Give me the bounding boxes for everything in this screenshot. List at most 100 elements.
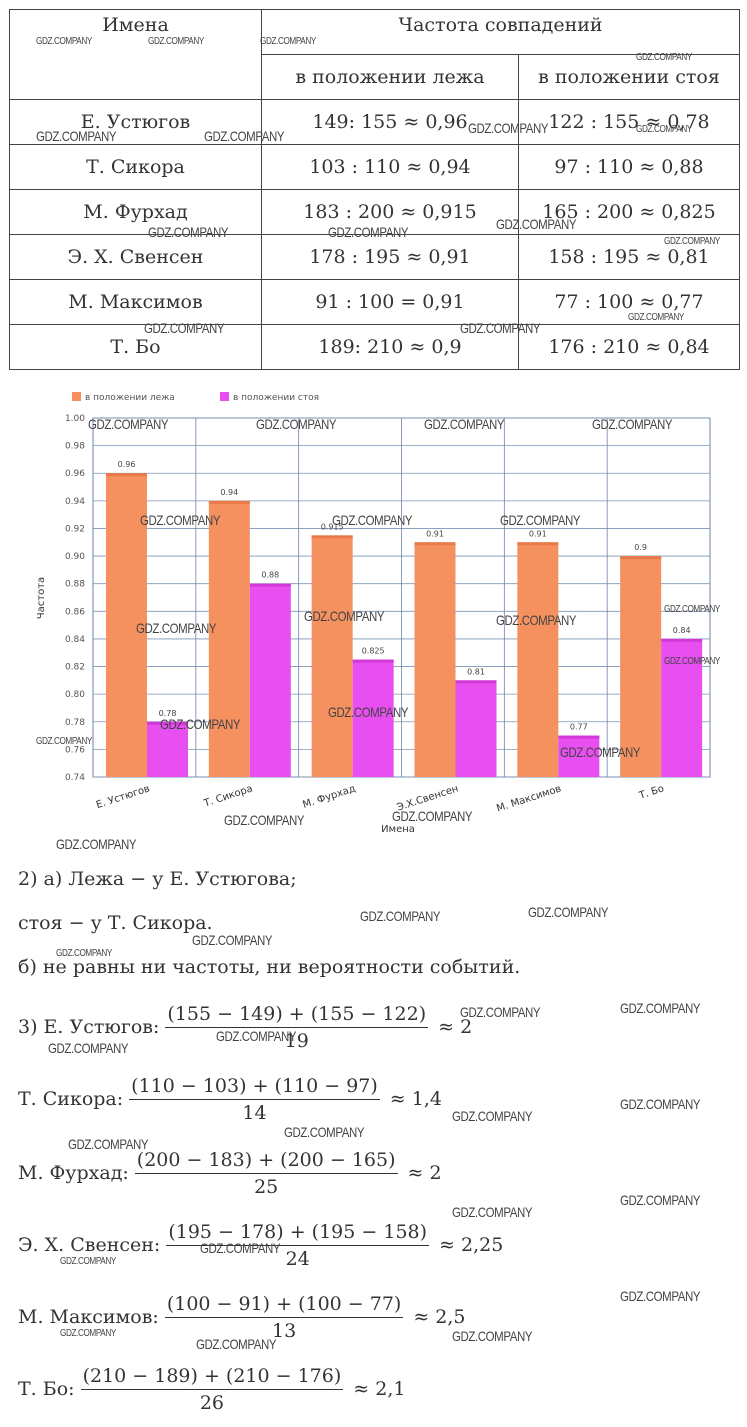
data-label: 0.825 — [362, 647, 385, 656]
y-tick-label: 0.76 — [65, 745, 85, 755]
result: ≈ 1,4 — [389, 1088, 442, 1110]
chart-svg: 0.74 0.76 0.78 0.80 0.82 0.84 0.86 0.88 0.90 0.92… — [36, 392, 711, 835]
y-tick-label: 0.88 — [65, 580, 85, 590]
y-tick-label: 0.94 — [65, 497, 85, 507]
y-tick-label: 0.96 — [65, 469, 85, 479]
cell-lying: 103 : 110 ≈ 0,94 — [261, 144, 519, 190]
result: ≈ 2,1 — [353, 1378, 406, 1400]
data-label: 0.84 — [673, 626, 691, 635]
denominator: 24 — [285, 1247, 310, 1270]
answer-3-item: Э. Х. Свенсен: (195 − 178) + (195 − 158)… — [18, 1214, 503, 1276]
result: ≈ 2 — [407, 1162, 442, 1184]
data-label: 0.915 — [321, 522, 344, 531]
watermark-text: GDZ.COMPANY — [452, 1108, 533, 1124]
item-prefix: М. Максимов: — [18, 1306, 159, 1328]
fraction: (155 − 149) + (155 − 122) 19 — [165, 1003, 429, 1052]
x-axis-title: Имена — [381, 824, 415, 835]
cell-standing: 97 : 110 ≈ 0,88 — [518, 144, 740, 190]
denominator: 19 — [284, 1029, 309, 1052]
table-row: М. Максимов 91 : 100 = 0,91 77 : 100 ≈ 0… — [9, 279, 740, 325]
bar-cap — [147, 721, 188, 725]
item-prefix: Т. Сикора: — [18, 1088, 124, 1110]
legend-swatch — [220, 392, 229, 401]
bar — [620, 556, 662, 777]
denominator: 25 — [254, 1175, 279, 1198]
header-lying: в положении лежа — [261, 54, 519, 100]
denominator: 14 — [242, 1101, 267, 1124]
cell-name: Т. Сикора — [9, 144, 262, 190]
result: ≈ 2 — [438, 1016, 473, 1038]
numerator: (200 − 183) + (200 − 165) — [134, 1149, 398, 1174]
bar — [414, 542, 456, 777]
result: ≈ 2,5 — [413, 1306, 466, 1328]
watermark-text: GDZ.COMPANY — [620, 1192, 701, 1208]
watermark-text: GDZ.COMPANY — [620, 1000, 701, 1016]
bar-chart: 0.74 0.76 0.78 0.80 0.82 0.84 0.86 0.88 0.90 0.92… — [10, 380, 740, 840]
bar — [311, 535, 353, 777]
y-tick-label: 0.90 — [65, 552, 85, 562]
bar-cap — [455, 680, 497, 684]
numerator: (110 − 103) + (110 − 97) — [129, 1075, 380, 1100]
x-tick-label: М. Фурхад — [301, 783, 357, 810]
cell-standing: 165 : 200 ≈ 0,825 — [518, 189, 740, 235]
bar — [455, 680, 497, 777]
fraction: (195 − 178) + (195 − 158) 24 — [166, 1221, 430, 1270]
y-axis-title: Частота — [36, 577, 47, 619]
item-prefix: М. Фурхад: — [18, 1162, 129, 1184]
x-tick-label: Е. Устюгов — [95, 783, 152, 811]
answer-2a-line1: 2) а) Лежа − у Е. Устюгова; — [18, 868, 297, 890]
watermark-text: GDZ.COMPANY — [192, 932, 273, 948]
y-tick-label: 0.86 — [65, 607, 85, 617]
y-tick-label: 0.92 — [65, 524, 85, 534]
cell-lying: 178 : 195 ≈ 0,91 — [261, 234, 519, 280]
table-row: Т. Бо 189: 210 ≈ 0,9 176 : 210 ≈ 0,84 — [9, 324, 740, 370]
y-tick-label: 0.78 — [65, 718, 85, 728]
bar-cap — [620, 556, 662, 560]
data-label: 0.78 — [159, 709, 177, 718]
y-tick-label: 0.80 — [65, 690, 85, 700]
data-label: 0.77 — [570, 723, 588, 732]
bar-cap — [249, 583, 291, 587]
cell-standing: 77 : 100 ≈ 0,77 — [518, 279, 740, 325]
data-label: 0.88 — [261, 571, 279, 580]
bar — [352, 659, 394, 777]
numerator: (100 − 91) + (100 − 77) — [164, 1293, 404, 1318]
table-row: М. Фурхад 183 : 200 ≈ 0,915 165 : 200 ≈ … — [9, 189, 740, 235]
x-tick-label: Э.Х.Свенсен — [396, 783, 460, 813]
x-tick-label: М. Максимов — [495, 783, 563, 814]
header-frequency: Частота совпадений — [261, 9, 740, 55]
cell-standing: 176 : 210 ≈ 0,84 — [518, 324, 740, 370]
watermark-text: GDZ.COMPANY — [528, 904, 609, 920]
bar — [558, 735, 600, 777]
item-prefix: Т. Бо: — [18, 1378, 75, 1400]
denominator: 26 — [199, 1391, 225, 1414]
data-label: 0.81 — [467, 667, 485, 676]
frequency-table: Имена Частота совпадений в положении леж… — [9, 9, 740, 370]
x-tick-label: Т. Сикора — [202, 783, 254, 809]
bar-cap — [558, 735, 600, 739]
item-prefix: 3) Е. Устюгов: — [18, 1016, 160, 1038]
cell-standing: 122 : 155 ≈ 0,78 — [518, 99, 740, 145]
data-label: 0.94 — [220, 488, 238, 497]
table-row: Т. Сикора 103 : 110 ≈ 0,94 97 : 110 ≈ 0,… — [9, 144, 740, 190]
bar-cap — [311, 535, 353, 539]
bar-cap — [661, 638, 703, 642]
data-label: 0.91 — [426, 529, 444, 538]
cell-name: Э. Х. Свенсен — [9, 234, 262, 280]
cell-standing: 158 : 195 ≈ 0,81 — [518, 234, 740, 280]
answer-3-item: М. Фурхад: (200 − 183) + (200 − 165) 25 … — [18, 1142, 442, 1204]
numerator: (155 − 149) + (155 − 122) — [165, 1003, 429, 1028]
header-names: Имена — [9, 9, 262, 100]
y-tick-label: 0.82 — [65, 663, 85, 673]
item-prefix: Э. Х. Свенсен: — [18, 1234, 161, 1256]
answer-2b-line: б) не равны ни частоты, ни вероятности с… — [18, 956, 521, 978]
data-label: 0.91 — [529, 529, 547, 538]
cell-name: М. Максимов — [9, 279, 262, 325]
cell-name: М. Фурхад — [9, 189, 262, 235]
bar — [106, 473, 147, 777]
x-tick-label: Т. Бо — [637, 783, 666, 802]
cell-lying: 91 : 100 = 0,91 — [261, 279, 519, 325]
bar — [661, 638, 703, 777]
watermark-text: GDZ.COMPANY — [620, 1288, 701, 1304]
numerator: (210 − 189) + (210 − 176) — [80, 1365, 344, 1390]
